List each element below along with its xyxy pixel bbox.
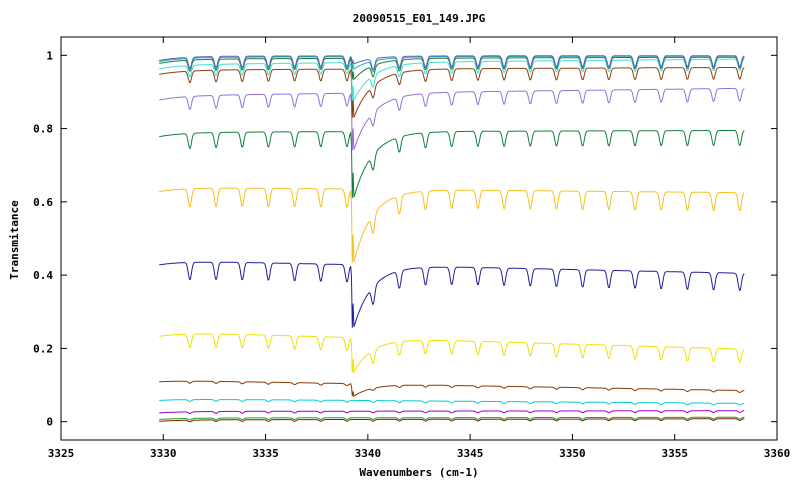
x-tick-label: 3345 — [457, 447, 484, 460]
series-line-8 — [159, 187, 745, 263]
y-tick-label: 1 — [46, 49, 53, 62]
series-line-5 — [159, 380, 745, 397]
x-tick-label: 3360 — [764, 447, 791, 460]
y-tick-label: 0 — [46, 416, 53, 429]
y-tick-label: 0.8 — [33, 123, 53, 136]
x-axis: 3325 3330 3335 3340 3345 3350 3355 3360 — [48, 37, 791, 460]
x-tick-label: 3355 — [661, 447, 688, 460]
y-tick-label: 0.4 — [33, 269, 53, 282]
series-line-6 — [159, 333, 745, 374]
x-tick-label: 3335 — [252, 447, 279, 460]
series-line-11 — [159, 67, 745, 118]
y-axis-label: Transmitance — [8, 200, 21, 280]
x-tick-label: 3330 — [150, 447, 177, 460]
series-line-9 — [159, 130, 745, 199]
x-tick-label: 3340 — [355, 447, 382, 460]
x-tick-label: 3325 — [48, 447, 75, 460]
series-line-3 — [159, 410, 745, 414]
y-tick-label: 0.2 — [33, 342, 53, 355]
x-tick-label: 3350 — [559, 447, 586, 460]
x-axis-label: Wavenumbers (cm-1) — [359, 466, 478, 479]
chart-title: 20090515_E01_149.JPG — [353, 12, 486, 25]
series-line-7 — [159, 261, 745, 328]
plot-frame — [60, 36, 778, 441]
series-line-10 — [159, 87, 745, 151]
series-group — [159, 55, 745, 423]
series-line-13 — [159, 56, 745, 81]
series-line-2 — [159, 416, 745, 421]
series-line-1 — [159, 418, 745, 423]
series-line-12 — [159, 58, 745, 102]
y-tick-label: 0.6 — [33, 196, 53, 209]
y-axis: 0 0.2 0.4 0.6 0.8 1 — [33, 49, 777, 429]
series-line-15 — [159, 55, 745, 71]
series-line-4 — [159, 399, 745, 406]
